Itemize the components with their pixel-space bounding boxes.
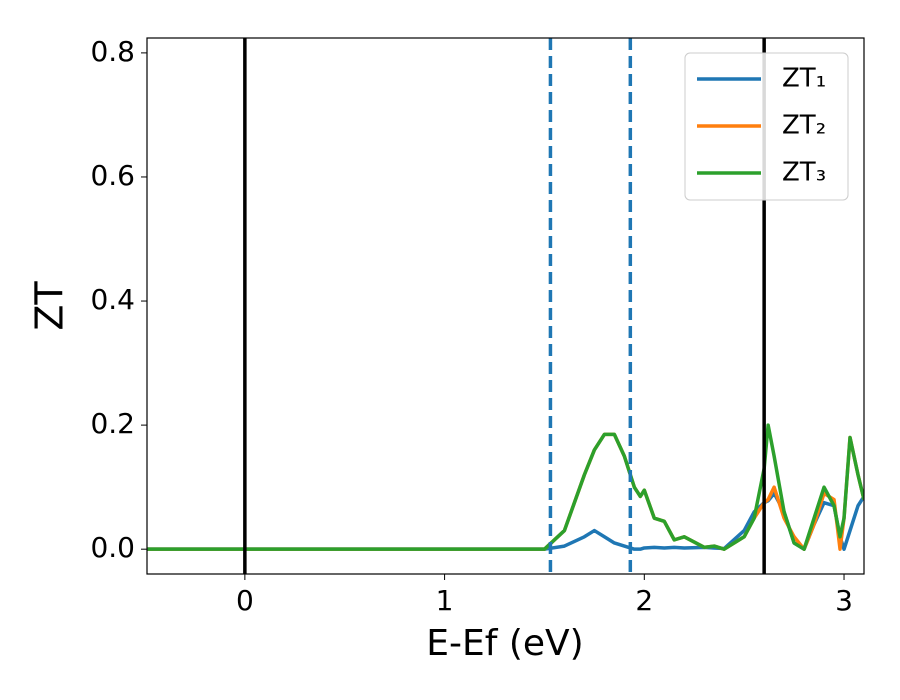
legend-box (684, 52, 849, 201)
x-tick-label: 1 (436, 584, 454, 617)
series-line (147, 432, 864, 551)
y-tick-label: 0.0 (90, 531, 135, 564)
x-tick-label: 3 (835, 584, 853, 617)
y-axis-label: ZT (28, 281, 72, 331)
x-tick-label: 0 (236, 584, 254, 617)
legend-label: ZT₁ (782, 64, 826, 94)
x-tick-label: 2 (635, 584, 653, 617)
plot-area (147, 423, 864, 551)
y-tick-label: 0.6 (90, 159, 135, 192)
series-line (147, 423, 864, 551)
axes-frame (146, 37, 865, 575)
y-tick-label: 0.8 (90, 35, 135, 68)
legend-label: ZT₂ (782, 111, 826, 141)
y-tick-label: 0.4 (90, 283, 135, 316)
legend: ZT₁ ZT₂ ZT₃ (684, 52, 849, 201)
y-tick-label: 0.2 (90, 407, 135, 440)
x-axis-label: E-Ef (eV) (426, 623, 583, 664)
legend-label: ZT₃ (782, 158, 826, 188)
